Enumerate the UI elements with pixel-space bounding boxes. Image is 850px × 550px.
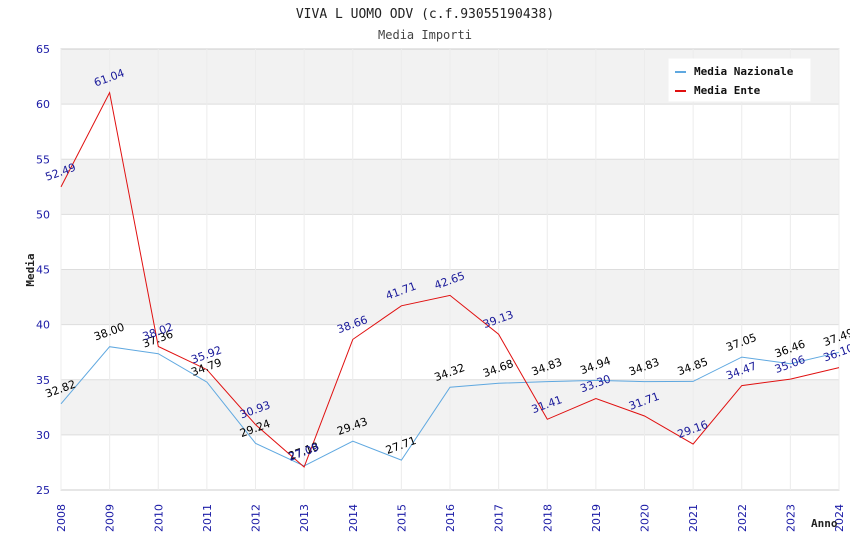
x-tick-label: 2012 xyxy=(250,504,263,532)
y-tick-label: 30 xyxy=(36,429,50,442)
y-tick-label: 50 xyxy=(36,208,50,221)
legend-entry: Media Nazionale xyxy=(694,65,794,78)
series-lines xyxy=(60,91,840,468)
y-tick-label: 60 xyxy=(36,98,50,111)
x-tick-label: 2009 xyxy=(104,504,117,532)
x-tick-label: 2022 xyxy=(736,504,749,532)
x-tick-label: 2017 xyxy=(493,504,506,532)
x-tick-label: 2008 xyxy=(55,504,68,532)
y-tick-label: 25 xyxy=(36,484,50,497)
y-tick-label: 45 xyxy=(36,264,50,277)
grid-lines xyxy=(60,48,840,491)
legend-box xyxy=(668,58,811,102)
x-tick-label: 2020 xyxy=(639,504,652,532)
y-axis-ticks: 25 30 35 40 45 50 55 60 65 xyxy=(36,43,50,497)
x-tick-label: 2024 xyxy=(833,504,846,532)
x-tick-label: 2016 xyxy=(444,504,457,532)
chart-title: VIVA L UOMO ODV (c.f.93055190438) xyxy=(296,7,554,22)
x-axis-ticks: 2008 2009 2010 2011 2012 2013 2014 2015 2016 2017… xyxy=(55,504,846,532)
series-line xyxy=(60,346,840,467)
series-line xyxy=(60,91,840,468)
x-tick-label: 2018 xyxy=(541,504,554,532)
x-tick-label: 2010 xyxy=(152,504,165,532)
x-tick-label: 2015 xyxy=(395,504,408,532)
y-tick-label: 55 xyxy=(36,153,50,166)
x-tick-label: 2011 xyxy=(201,504,214,532)
x-tick-label: 2014 xyxy=(347,504,360,532)
y-axis-label: Media xyxy=(24,253,37,286)
y-tick-label: 40 xyxy=(36,319,50,332)
x-tick-label: 2019 xyxy=(590,504,603,532)
x-axis-label: Anno xyxy=(811,517,838,530)
chart-subtitle: Media Importi xyxy=(378,28,472,42)
legend: Media Nazionale Media Ente xyxy=(668,58,811,102)
x-tick-label: 2013 xyxy=(298,504,311,532)
legend-entry: Media Ente xyxy=(694,84,761,97)
x-tick-label: 2021 xyxy=(687,504,700,532)
y-tick-label: 35 xyxy=(36,374,50,387)
x-tick-label: 2023 xyxy=(784,504,797,532)
y-tick-label: 65 xyxy=(36,43,50,56)
